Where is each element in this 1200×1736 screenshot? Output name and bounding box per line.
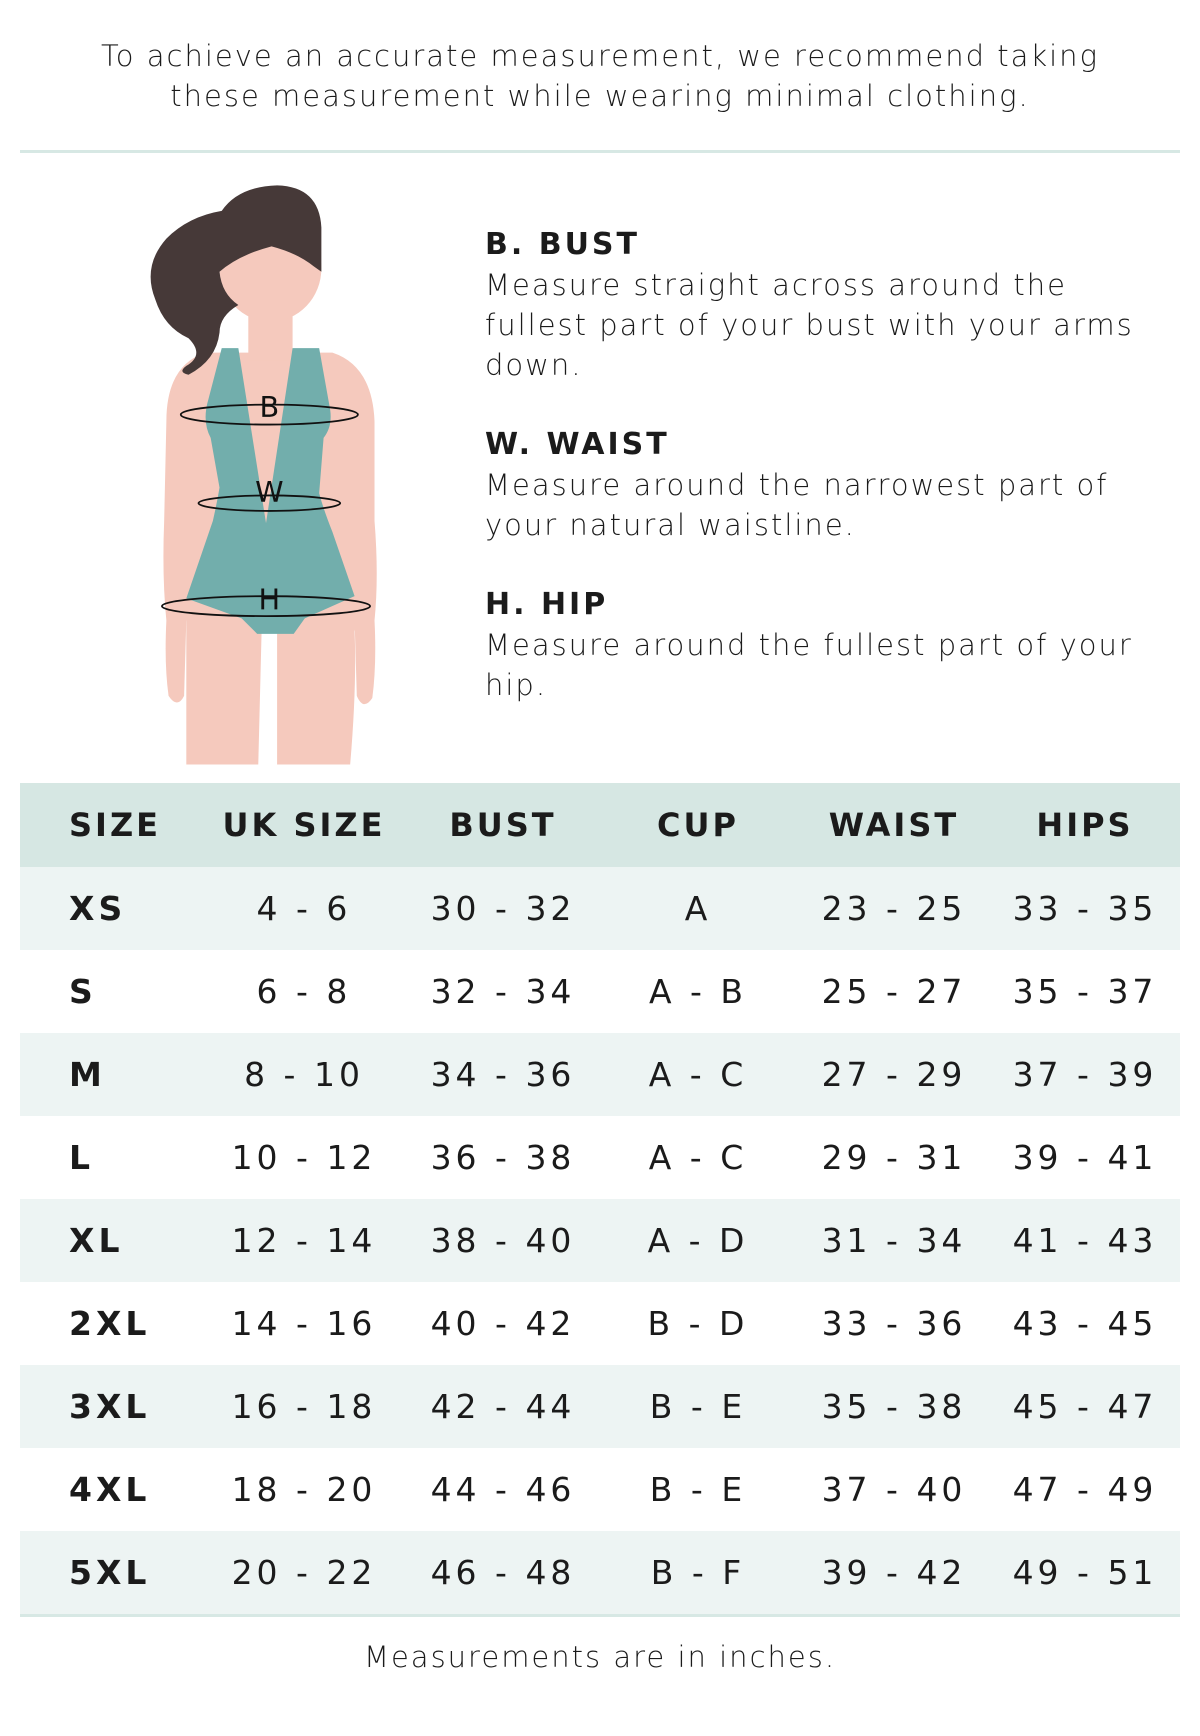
cell-waist: 37 - 40 [821,1470,967,1509]
bust-guide-title: B. BUST [485,227,641,262]
cell-bust: 30 - 32 [430,889,576,928]
table-row: XL 12 - 14 38 - 40 A - D 31 - 34 41 - 43 [20,1199,1180,1282]
cell-bust: 38 - 40 [430,1221,576,1260]
header-hips: HIPS [1036,806,1134,844]
cell-cup: A [684,889,712,928]
cell-uk-size: 18 - 20 [231,1470,377,1509]
cell-hips: 41 - 43 [1012,1221,1158,1260]
cell-size: 5XL [69,1553,151,1592]
hip-marker-label: H [259,582,281,616]
hip-guide: H. HIP Measure around the fullest part o… [485,585,1165,705]
cell-size: 4XL [69,1470,151,1509]
cell-size: 3XL [69,1387,151,1426]
table-row: XS 4 - 6 30 - 32 A 23 - 25 33 - 35 [20,867,1180,950]
cell-size: XS [69,889,127,928]
cell-cup: B - F [650,1553,746,1592]
cell-uk-size: 20 - 22 [231,1553,377,1592]
waist-guide-text: Measure around the narrowest part of you… [485,468,1109,542]
bust-guide: B. BUST Measure straight across around t… [485,225,1165,385]
cell-hips: 45 - 47 [1012,1387,1158,1426]
cell-hips: 35 - 37 [1012,972,1158,1011]
cell-bust: 42 - 44 [430,1387,576,1426]
size-chart-table: SIZE UK SIZE BUST CUP WAIST HIPS XS 4 - 6… [20,783,1180,1614]
cell-size: S [69,972,97,1011]
waist-guide-title: W. WAIST [485,427,670,462]
cell-waist: 29 - 31 [821,1138,967,1177]
footer-note: Measurements are in inches. [363,1640,837,1674]
hip-measure-line [161,595,371,617]
cell-waist: 35 - 38 [821,1387,967,1426]
intro-line-1: To achieve an accurate measurement, we r… [101,39,1099,73]
cell-bust: 32 - 34 [430,972,576,1011]
cell-waist: 33 - 36 [821,1304,967,1343]
cell-bust: 44 - 46 [430,1470,576,1509]
cell-bust: 40 - 42 [430,1304,576,1343]
cell-hips: 47 - 49 [1012,1470,1158,1509]
table-row: 3XL 16 - 18 42 - 44 B - E 35 - 38 45 - 47 [20,1365,1180,1448]
cell-cup: A - D [647,1221,749,1260]
cell-waist: 25 - 27 [821,972,967,1011]
cell-uk-size: 16 - 18 [231,1387,377,1426]
cell-uk-size: 12 - 14 [231,1221,377,1260]
cell-uk-size: 6 - 8 [256,972,352,1011]
table-row: 2XL 14 - 16 40 - 42 B - D 33 - 36 43 - 45 [20,1282,1180,1365]
divider-bottom [20,1614,1180,1617]
bust-marker-label: B [259,390,279,424]
cell-waist: 39 - 42 [821,1553,967,1592]
header-bust: BUST [449,806,557,844]
bust-guide-text: Measure straight across around the fulle… [485,268,1134,382]
cell-hips: 33 - 35 [1012,889,1158,928]
cell-waist: 23 - 25 [821,889,967,928]
table-row: L 10 - 12 36 - 38 A - C 29 - 31 39 - 41 [20,1116,1180,1199]
cell-uk-size: 8 - 10 [244,1055,364,1094]
hair [150,185,322,375]
cell-waist: 31 - 34 [821,1221,967,1260]
cell-size: L [69,1138,95,1177]
header-waist: WAIST [828,806,960,844]
cell-cup: A - C [648,1055,748,1094]
hip-guide-title: H. HIP [485,587,609,622]
header-uk-size: UK SIZE [222,806,386,844]
header-cup: CUP [657,806,739,844]
cell-uk-size: 14 - 16 [231,1304,377,1343]
cell-bust: 46 - 48 [430,1553,576,1592]
cell-cup: B - D [647,1304,749,1343]
bust-measure-line [179,403,359,426]
waist-guide: W. WAIST Measure around the narrowest pa… [485,425,1165,545]
cell-bust: 34 - 36 [430,1055,576,1094]
intro-text: To achieve an accurate measurement, we r… [0,36,1200,116]
table-row: 4XL 18 - 20 44 - 46 B - E 37 - 40 47 - 49 [20,1448,1180,1531]
cell-uk-size: 4 - 6 [256,889,352,928]
cell-uk-size: 10 - 12 [231,1138,377,1177]
cell-cup: A - B [648,972,748,1011]
body-measurement-illustration: B W H [150,185,377,765]
cell-hips: 43 - 45 [1012,1304,1158,1343]
cell-hips: 39 - 41 [1012,1138,1158,1177]
waist-measure-line [197,494,342,512]
cell-size: XL [69,1221,124,1260]
cell-bust: 36 - 38 [430,1138,576,1177]
divider-top [20,150,1180,153]
table-row: 5XL 20 - 22 46 - 48 B - F 39 - 42 49 - 51 [20,1531,1180,1614]
cell-size: M [69,1055,106,1094]
waist-marker-label: W [255,475,283,509]
table-row: M 8 - 10 34 - 36 A - C 27 - 29 37 - 39 [20,1033,1180,1116]
cell-waist: 27 - 29 [821,1055,967,1094]
intro-line-2: these measurement while wearing minimal … [170,79,1030,113]
hip-guide-text: Measure around the fullest part of your … [485,628,1133,702]
cell-cup: B - E [649,1470,747,1509]
left-hand [165,620,187,703]
swimsuit [186,348,355,634]
cell-hips: 49 - 51 [1012,1553,1158,1592]
cell-size: 2XL [69,1304,151,1343]
cell-hips: 37 - 39 [1012,1055,1158,1094]
table-row: S 6 - 8 32 - 34 A - B 25 - 27 35 - 37 [20,950,1180,1033]
cell-cup: B - E [649,1387,747,1426]
cell-cup: A - C [648,1138,748,1177]
right-hand [354,620,376,705]
header-size: SIZE [69,806,162,844]
table-header-row: SIZE UK SIZE BUST CUP WAIST HIPS [20,783,1180,867]
